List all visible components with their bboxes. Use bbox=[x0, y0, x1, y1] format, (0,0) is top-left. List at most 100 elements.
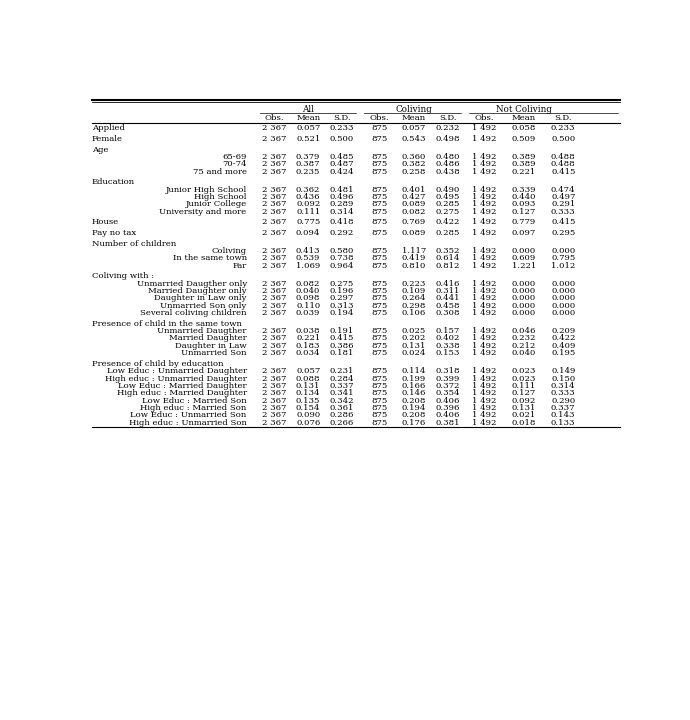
Text: Pay no tax: Pay no tax bbox=[92, 229, 136, 237]
Text: High educ : Married Daughter: High educ : Married Daughter bbox=[117, 390, 247, 397]
Text: 1 492: 1 492 bbox=[473, 261, 497, 270]
Text: Low Educ : Married Son: Low Educ : Married Son bbox=[142, 397, 247, 405]
Text: 1 492: 1 492 bbox=[473, 135, 497, 143]
Text: 2 367: 2 367 bbox=[262, 397, 286, 405]
Text: 0.000: 0.000 bbox=[551, 280, 575, 288]
Text: 0.166: 0.166 bbox=[402, 382, 426, 390]
Text: 0.092: 0.092 bbox=[296, 200, 320, 208]
Text: 0.021: 0.021 bbox=[511, 411, 536, 419]
Text: 0.018: 0.018 bbox=[511, 418, 536, 427]
Text: Unmarried Daugther only: Unmarried Daugther only bbox=[137, 280, 247, 288]
Text: 2 367: 2 367 bbox=[262, 302, 286, 310]
Text: 0.413: 0.413 bbox=[296, 247, 320, 255]
Text: 2 367: 2 367 bbox=[262, 193, 286, 201]
Text: 0.000: 0.000 bbox=[551, 294, 575, 302]
Text: 0.098: 0.098 bbox=[296, 294, 320, 302]
Text: 0.441: 0.441 bbox=[435, 294, 460, 302]
Text: 0.202: 0.202 bbox=[402, 335, 426, 343]
Text: 0.082: 0.082 bbox=[296, 280, 320, 288]
Text: 0.233: 0.233 bbox=[330, 125, 354, 132]
Text: 875: 875 bbox=[371, 261, 387, 270]
Text: All: All bbox=[302, 105, 314, 114]
Text: Number of children: Number of children bbox=[92, 240, 176, 248]
Text: 0.000: 0.000 bbox=[551, 247, 575, 255]
Text: In the same town: In the same town bbox=[172, 254, 247, 262]
Text: 0.352: 0.352 bbox=[435, 247, 460, 255]
Text: Coliving with :: Coliving with : bbox=[92, 272, 154, 280]
Text: 0.361: 0.361 bbox=[330, 404, 354, 412]
Text: 0.779: 0.779 bbox=[511, 218, 536, 226]
Text: 1 492: 1 492 bbox=[473, 280, 497, 288]
Text: S.D.: S.D. bbox=[439, 114, 457, 122]
Text: 0.233: 0.233 bbox=[551, 125, 575, 132]
Text: 0.088: 0.088 bbox=[296, 374, 320, 382]
Text: 1 492: 1 492 bbox=[473, 342, 497, 350]
Text: 1 492: 1 492 bbox=[473, 294, 497, 302]
Text: 0.146: 0.146 bbox=[402, 390, 426, 397]
Text: 0.275: 0.275 bbox=[435, 207, 460, 216]
Text: 0.000: 0.000 bbox=[511, 302, 536, 310]
Text: Junior College: Junior College bbox=[186, 200, 247, 208]
Text: 0.810: 0.810 bbox=[402, 261, 426, 270]
Text: 875: 875 bbox=[371, 135, 387, 143]
Text: 0.194: 0.194 bbox=[330, 309, 354, 317]
Text: 1 492: 1 492 bbox=[473, 200, 497, 208]
Text: 2 367: 2 367 bbox=[262, 327, 286, 335]
Text: 0.134: 0.134 bbox=[296, 390, 320, 397]
Text: Applied: Applied bbox=[92, 125, 124, 132]
Text: 0.399: 0.399 bbox=[435, 374, 460, 382]
Text: 1 492: 1 492 bbox=[473, 186, 497, 194]
Text: 0.488: 0.488 bbox=[551, 153, 575, 161]
Text: 0.338: 0.338 bbox=[435, 342, 460, 350]
Text: 875: 875 bbox=[371, 229, 387, 237]
Text: 0.372: 0.372 bbox=[435, 382, 460, 390]
Text: 0.401: 0.401 bbox=[402, 186, 426, 194]
Text: 2 367: 2 367 bbox=[262, 261, 286, 270]
Text: 75 and more: 75 and more bbox=[193, 168, 247, 176]
Text: 0.543: 0.543 bbox=[402, 135, 426, 143]
Text: 875: 875 bbox=[371, 287, 387, 295]
Text: 0.614: 0.614 bbox=[435, 254, 460, 262]
Text: 875: 875 bbox=[371, 397, 387, 405]
Text: 0.291: 0.291 bbox=[551, 200, 575, 208]
Text: 2 367: 2 367 bbox=[262, 135, 286, 143]
Text: 0.196: 0.196 bbox=[330, 287, 354, 295]
Text: 0.097: 0.097 bbox=[511, 229, 536, 237]
Text: 0.396: 0.396 bbox=[435, 404, 460, 412]
Text: 0.181: 0.181 bbox=[330, 349, 354, 357]
Text: 875: 875 bbox=[371, 200, 387, 208]
Text: 0.275: 0.275 bbox=[330, 280, 354, 288]
Text: Coliving: Coliving bbox=[395, 105, 432, 114]
Text: 0.769: 0.769 bbox=[402, 218, 426, 226]
Text: 0.509: 0.509 bbox=[511, 135, 536, 143]
Text: 0.209: 0.209 bbox=[551, 327, 575, 335]
Text: 0.176: 0.176 bbox=[402, 418, 426, 427]
Text: Married Daughter: Married Daughter bbox=[169, 335, 247, 343]
Text: 2 367: 2 367 bbox=[262, 374, 286, 382]
Text: 0.039: 0.039 bbox=[296, 309, 320, 317]
Text: 0.057: 0.057 bbox=[402, 125, 426, 132]
Text: 2 367: 2 367 bbox=[262, 280, 286, 288]
Text: 0.406: 0.406 bbox=[435, 411, 460, 419]
Text: 0.195: 0.195 bbox=[551, 349, 575, 357]
Text: 0.341: 0.341 bbox=[330, 390, 354, 397]
Text: 1 492: 1 492 bbox=[473, 218, 497, 226]
Text: 0.964: 0.964 bbox=[330, 261, 354, 270]
Text: 875: 875 bbox=[371, 193, 387, 201]
Text: 1.117: 1.117 bbox=[402, 247, 426, 255]
Text: 875: 875 bbox=[371, 125, 387, 132]
Text: 2 367: 2 367 bbox=[262, 382, 286, 390]
Text: 0.094: 0.094 bbox=[296, 229, 320, 237]
Text: Unmarried Son: Unmarried Son bbox=[181, 349, 247, 357]
Text: 1 492: 1 492 bbox=[473, 153, 497, 161]
Text: 0.422: 0.422 bbox=[435, 218, 460, 226]
Text: Married Daughter only: Married Daughter only bbox=[148, 287, 247, 295]
Text: 875: 875 bbox=[371, 335, 387, 343]
Text: 0.000: 0.000 bbox=[551, 309, 575, 317]
Text: 0.415: 0.415 bbox=[551, 218, 575, 226]
Text: 2 367: 2 367 bbox=[262, 200, 286, 208]
Text: S.D.: S.D. bbox=[555, 114, 572, 122]
Text: 0.295: 0.295 bbox=[551, 229, 575, 237]
Text: 1 492: 1 492 bbox=[473, 367, 497, 375]
Text: 0.354: 0.354 bbox=[435, 390, 460, 397]
